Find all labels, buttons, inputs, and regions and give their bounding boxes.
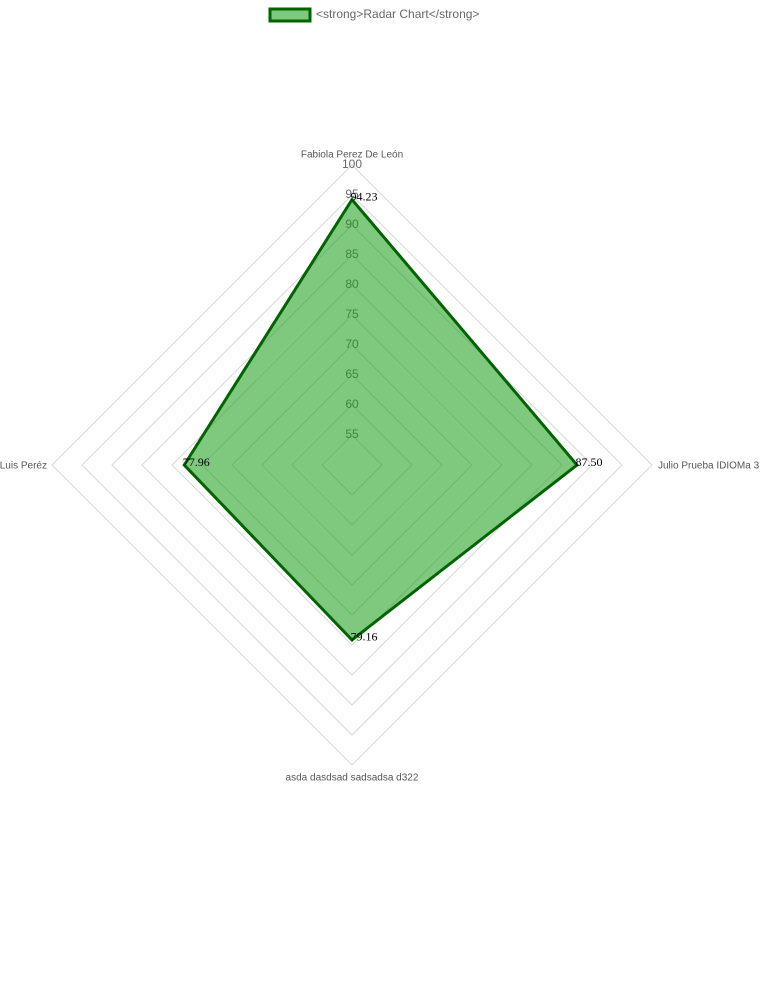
axis-label: Fabiola Perez De León xyxy=(301,150,403,161)
radar-area xyxy=(182,197,580,642)
value-label: 79.16 xyxy=(351,630,378,644)
value-label: 94.23 xyxy=(351,189,378,203)
value-label: 77.96 xyxy=(183,455,210,469)
value-label: 87.50 xyxy=(576,455,603,469)
legend-swatch xyxy=(268,7,312,23)
axis-label: Luis Peréz xyxy=(0,461,47,472)
axis-label: Julio Prueba IDIOMa 3 xyxy=(658,461,760,472)
axis-label: asda dasdsad sadsadsa d322 xyxy=(286,773,419,784)
legend-label: <strong>Radar Chart</strong> xyxy=(316,7,479,21)
grid-ring xyxy=(81,194,623,736)
grid-ring xyxy=(111,224,593,706)
r-tick-label: 95 xyxy=(345,187,359,201)
grid-ring xyxy=(51,164,653,766)
r-tick-label: 100 xyxy=(342,157,362,171)
